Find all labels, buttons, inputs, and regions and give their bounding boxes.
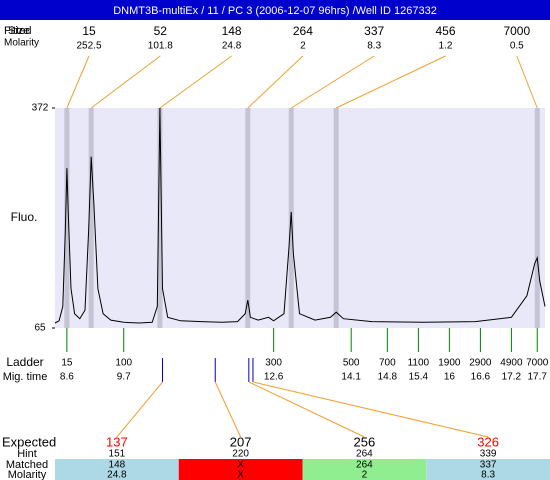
expected-size: 137 <box>106 434 128 449</box>
peak-band <box>64 108 70 328</box>
hint: 264 <box>356 449 373 460</box>
matched-molarity: 8.3 <box>481 470 495 480</box>
match-cell <box>426 459 550 480</box>
ladder-size: 300 <box>265 358 282 369</box>
fitted-label: Fitted <box>4 25 32 37</box>
matched: 264 <box>356 460 373 471</box>
peak-molarity: 101.8 <box>148 41 173 52</box>
ladder-mig-time: 14.1 <box>341 372 361 383</box>
ladder-size: 2900 <box>469 358 492 369</box>
peak-molarity: 8.3 <box>367 41 381 52</box>
y-axis-label: Fluo. <box>11 210 38 224</box>
ladder-mig-time: 17.7 <box>528 372 548 383</box>
peak-connector <box>66 55 90 109</box>
matched-molarity: 2 <box>362 470 368 480</box>
ladder-size: 100 <box>115 358 132 369</box>
matched-molarity: X <box>237 470 244 480</box>
mig-time-label: Mig. time <box>3 371 48 383</box>
matched-molarity: 24.8 <box>107 470 127 480</box>
expected-connector <box>252 381 489 438</box>
size-label: Size <box>8 25 29 37</box>
expected-size: 256 <box>354 434 376 449</box>
plot-area <box>55 108 545 328</box>
peak-connector <box>159 55 232 109</box>
peak-molarity: 252.5 <box>76 41 101 52</box>
molarity-row-label: Molarity <box>8 469 47 480</box>
peak-molarity: 2 <box>300 41 306 52</box>
match-cell <box>55 459 179 480</box>
peak-connector <box>247 55 304 109</box>
expected-connector <box>116 381 163 438</box>
peak-band <box>157 108 163 328</box>
ladder-mig-time: 9.7 <box>117 372 131 383</box>
peak-connector <box>90 55 161 109</box>
ladder-label: Ladder <box>6 355 43 369</box>
ladder-mig-time: 12.6 <box>264 372 284 383</box>
hint: 220 <box>232 449 249 460</box>
peak-molarity: 1.2 <box>439 41 453 52</box>
ladder-mig-time: 14.8 <box>378 372 398 383</box>
ladder-size: 500 <box>343 358 360 369</box>
peak-size: 15 <box>82 24 96 38</box>
peak-molarity: 24.8 <box>222 41 242 52</box>
peak-molarity: 0.5 <box>510 41 524 52</box>
expected-size: 207 <box>230 434 252 449</box>
peak-size: 148 <box>222 24 242 38</box>
peak-band <box>534 108 540 328</box>
matched-label: Matched <box>6 459 48 471</box>
ladder-size: 15 <box>61 358 73 369</box>
hint: 339 <box>480 449 497 460</box>
match-cell <box>302 459 427 480</box>
peak-connector <box>335 55 446 109</box>
peak-band <box>333 108 339 328</box>
ladder-size: 7000 <box>526 358 549 369</box>
ladder-mig-time: 17.2 <box>502 372 522 383</box>
expected-connector <box>214 381 242 438</box>
y-tick-label: 65 <box>34 323 46 334</box>
peak-size: 264 <box>293 24 313 38</box>
peak-size: 7000 <box>503 24 530 38</box>
matched: 148 <box>109 460 126 471</box>
matched: 337 <box>480 460 497 471</box>
expected-label: Expected <box>2 434 56 449</box>
peak-size: 456 <box>435 24 455 38</box>
ladder-mig-time: 8.6 <box>60 372 74 383</box>
peak-size: 52 <box>154 24 168 38</box>
expected-connector <box>248 381 365 438</box>
peak-connector <box>290 55 375 109</box>
peak-size: 337 <box>364 24 384 38</box>
trace <box>54 107 546 324</box>
peak-band <box>245 108 251 328</box>
hint-label: Hint <box>17 448 37 460</box>
ladder-size: 4900 <box>500 358 523 369</box>
ladder-mig-time: 16.6 <box>471 372 491 383</box>
expected-size: 326 <box>477 434 499 449</box>
peak-connector <box>516 55 538 109</box>
title-bar <box>0 0 550 20</box>
peak-band <box>88 108 94 328</box>
match-cell <box>178 459 303 480</box>
title: DNMT3B-multiEx / 11 / PC 3 (2006-12-07 9… <box>113 5 437 17</box>
molarity-label: Molarity <box>4 38 39 49</box>
y-tick-label: 372 <box>32 103 49 114</box>
ladder-mig-time: 15.4 <box>409 372 429 383</box>
matched: X <box>237 460 244 471</box>
ladder-size: 700 <box>379 358 396 369</box>
ladder-size: 1100 <box>408 358 430 369</box>
ladder-size: 1900 <box>438 358 461 369</box>
hint: 151 <box>109 449 126 460</box>
ladder-mig-time: 16 <box>444 372 456 383</box>
